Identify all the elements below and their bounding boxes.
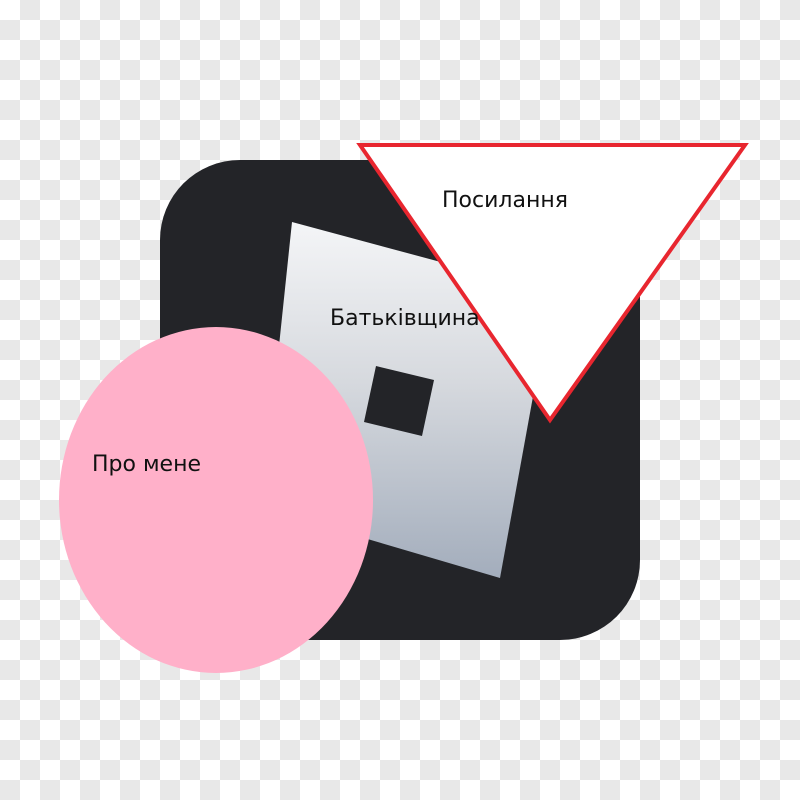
home-link[interactable]: Батьківщина bbox=[330, 306, 480, 331]
logo-center-hole bbox=[364, 366, 434, 436]
links-triangle-button[interactable] bbox=[356, 143, 749, 424]
about-link[interactable]: Про мене bbox=[92, 452, 202, 477]
about-circle-button[interactable] bbox=[59, 327, 373, 673]
links-link[interactable]: Посилання bbox=[442, 188, 568, 213]
